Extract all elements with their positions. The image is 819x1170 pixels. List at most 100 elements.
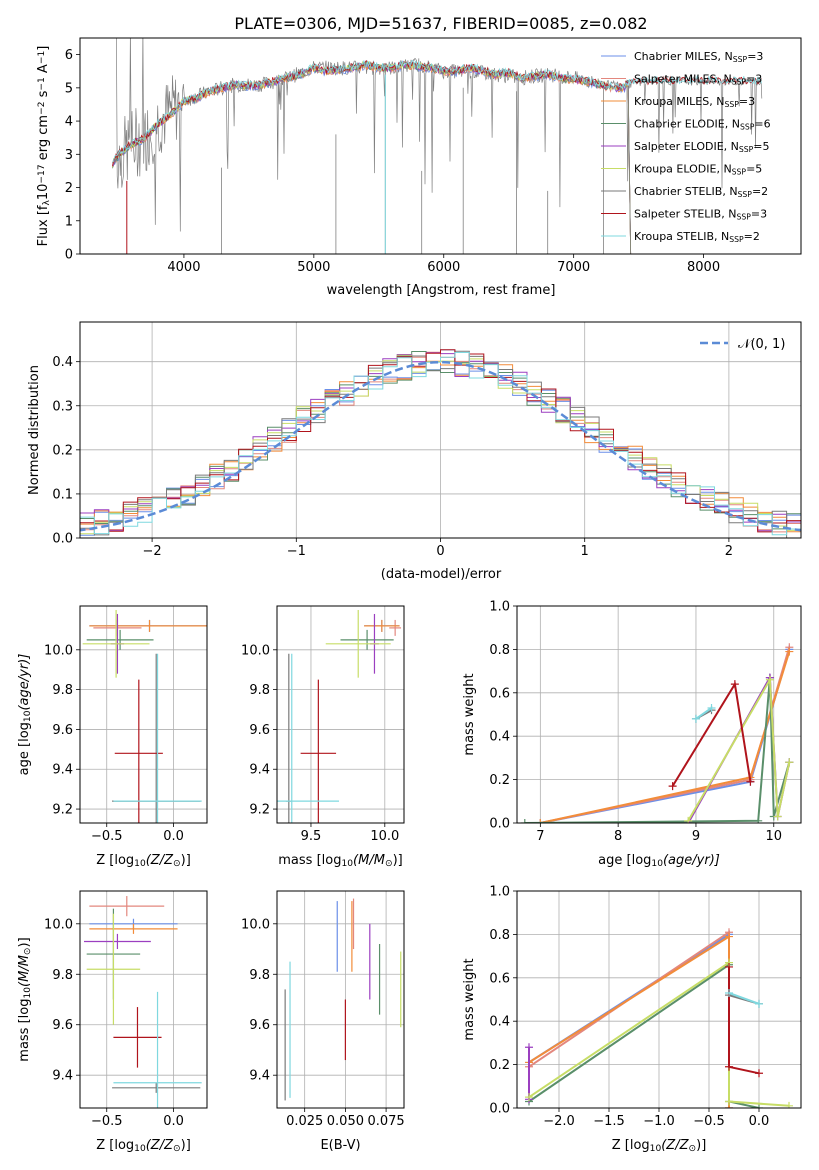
axes-mw-vs-z: −2.0 −1.5 −1.0 −0.5 0.0 0.0 0.2 0.4 0.6 0.8 1.0 Z [… (462, 885, 802, 1154)
y-tick-label: 9.4 (249, 1069, 270, 1084)
x-tick-label: 10 (765, 829, 782, 844)
x-tick-label: −2.0 (543, 1114, 575, 1129)
legend-sep: , (718, 50, 725, 63)
legend-eq: = (753, 140, 762, 153)
y-tick-label: 0.4 (52, 355, 73, 370)
y-tick-label: 0.6 (489, 686, 510, 701)
axes-frame (276, 890, 405, 1109)
mass-weight-marker (536, 819, 545, 823)
residual-histogram-7 (80, 349, 801, 533)
legend-nssp-value: 5 (763, 140, 770, 153)
age-vs-z-x-label-part: )] (181, 853, 191, 868)
legend-series-name: Kroupa MILES (634, 95, 709, 108)
y-tick-label: 0.8 (489, 928, 510, 943)
mass-vs-z-y-label-part: 10 (23, 987, 33, 999)
x-tick-label: 8000 (687, 260, 720, 275)
legend-sep: , (725, 118, 732, 131)
axes-frame (79, 321, 802, 539)
mass-vs-z-y-label-part: ⊙ (23, 947, 33, 955)
spectrum-y-label-part: −17 (37, 164, 47, 183)
y-tick-label: 9.8 (52, 683, 73, 698)
x-tick-label: 0.075 (367, 1114, 404, 1129)
y-tick-label: 10.0 (44, 917, 73, 932)
mass-vs-z-x-label-part: 10 (134, 1144, 146, 1154)
mass-weight-marker (755, 999, 763, 1008)
x-tick-label: 9 (692, 829, 700, 844)
mw-vs-z-y-label: mass weight (462, 958, 477, 1040)
legend-nssp-value: 5 (755, 163, 762, 176)
legend-eq: = (752, 185, 761, 198)
mw-vs-z-x-label-part: (Z/Z (661, 1138, 689, 1153)
mass-weight-marker (725, 1062, 733, 1071)
y-tick-label: 0.1 (52, 487, 73, 502)
mass-weight-marker (746, 777, 755, 786)
legend-gauss-label: 𝒩(0, 1) (738, 337, 785, 352)
axes-residuals: −2 −1 0 1 2 0.0 0.1 0.2 0.3 0.4 𝒩(0, 1) (data-model… (27, 321, 802, 582)
y-tick-label: 9.8 (249, 683, 270, 698)
axes-frame (79, 605, 208, 824)
spectrum-y-label-part: −1 (37, 77, 47, 90)
y-tick-label: 0.2 (52, 443, 73, 458)
mass-vs-z-x-label-part: )] (181, 1138, 191, 1153)
legend-ssp-sub: SSP (729, 235, 744, 244)
spectrum-y-label-part: erg cm (36, 115, 51, 164)
legend-entry-2: Kroupa MILES, NSSP=3 (634, 95, 755, 109)
legend-ssp-sub: SSP (732, 78, 747, 87)
residual-x-label: (data-model)/error (381, 567, 502, 582)
legend-ssp-sub: SSP (733, 55, 748, 64)
legend-eq: = (739, 95, 748, 108)
legend-n-symbol: N (729, 185, 737, 198)
legend-nssp-value: 3 (760, 208, 767, 221)
legend-sep: , (709, 95, 716, 108)
mass-vs-z-y-label-part: )] (17, 937, 32, 947)
legend-sep: , (716, 163, 723, 176)
x-tick-label: 7000 (557, 260, 590, 275)
mass-weight-line-8 (728, 992, 760, 1005)
legend-ssp-sub: SSP (738, 190, 753, 199)
x-tick-label: −2 (143, 544, 162, 559)
y-tick-label: 9.2 (52, 803, 73, 818)
model-spectrum-8 (112, 59, 762, 163)
legend-sep: , (722, 185, 729, 198)
y-tick-label: 0.8 (489, 643, 510, 658)
legend-series-name: Salpeter ELODIE (634, 140, 724, 153)
legend-sep: , (714, 230, 721, 243)
x-tick-label: −1.5 (593, 1114, 625, 1129)
mw-vs-z-x-label-part: 10 (650, 1144, 662, 1154)
mw-vs-z-x-label: Z [log10(Z/Z⊙)] (612, 1138, 707, 1154)
legend-n-symbol: N (732, 118, 740, 131)
age-vs-mass-x-label-part: mass [log (278, 853, 341, 868)
legend-nssp-value: 3 (748, 95, 755, 108)
y-tick-label: 9.2 (249, 803, 270, 818)
mass-weight-marker (730, 680, 739, 689)
y-tick-label: 6 (65, 48, 73, 63)
y-tick-label: 1.0 (489, 885, 510, 900)
axes-frame (516, 605, 802, 824)
y-tick-label: 0.6 (489, 971, 510, 986)
x-tick-label: 0.0 (749, 1114, 770, 1129)
mass-weight-marker (725, 1097, 733, 1106)
legend-n-symbol: N (725, 50, 733, 63)
y-tick-label: 9.8 (249, 968, 270, 983)
legend-eq: = (747, 50, 756, 63)
legend-series-name: Salpeter MILES (634, 73, 716, 86)
y-tick-label: 9.4 (52, 763, 73, 778)
y-tick-label: 3 (65, 148, 73, 163)
legend-entry-6: Chabrier STELIB, NSSP=2 (634, 185, 768, 199)
mw-vs-age-x-label-part: 10 (651, 859, 663, 869)
legend-series-name: Chabrier MILES (634, 50, 718, 63)
axes-frame (79, 890, 208, 1109)
x-tick-label: 1 (581, 544, 589, 559)
x-tick-label: −1 (287, 544, 306, 559)
y-tick-label: 1.0 (489, 600, 510, 615)
legend-nssp-value: 3 (756, 50, 763, 63)
age-vs-mass-x-label-part: )] (393, 853, 403, 868)
age-vs-mass-x-label-part: ⊙ (385, 859, 393, 869)
y-tick-label: 0.4 (489, 1015, 510, 1030)
legend-ssp-sub: SSP (724, 100, 739, 109)
legend-n-symbol: N (716, 95, 724, 108)
legend-entry-1: Salpeter MILES, NSSP=3 (634, 73, 762, 87)
axes-age-vs-mass: 9.5 10.0 9.2 9.4 9.6 9.8 10.0 mass [log10(M/M⊙)… (241, 605, 405, 869)
